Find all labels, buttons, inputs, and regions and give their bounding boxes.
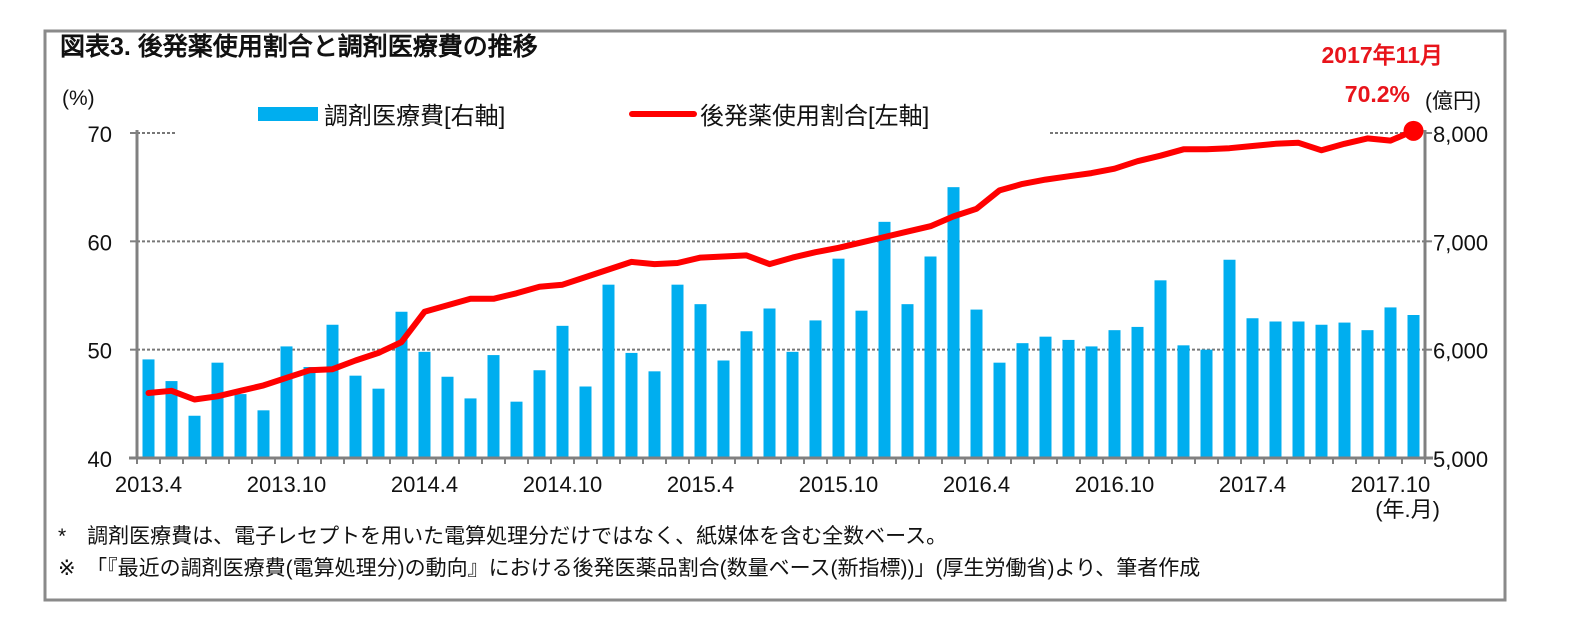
bar [534,370,546,458]
footnote-1: * 調剤医療費は、電子レセプトを用いた電算処理分だけではなく、紙媒体を含む全数ベ… [58,525,947,548]
bar [1086,346,1098,458]
bar [902,304,914,458]
bar [971,310,983,458]
bar [258,410,270,458]
bar [1224,260,1236,458]
legend-line-label: 後発薬使用割合[左軸] [700,103,929,130]
left-tick-label: 50 [88,339,112,364]
bar [189,416,201,458]
bar [1247,318,1259,458]
bar [787,352,799,458]
bar [212,363,224,458]
bar [1178,345,1190,458]
bar [718,361,730,459]
x-axis-unit: (年.月) [1375,497,1440,522]
bar [833,259,845,458]
bar [235,394,247,458]
bar [580,387,592,459]
left-axis-unit: (%) [62,87,95,110]
bar [488,355,500,458]
x-tick-label: 2016.4 [943,472,1010,497]
right-axis-unit: (億円) [1425,90,1481,113]
x-tick-label: 2013.4 [115,472,182,497]
bar [143,359,155,458]
x-tick-label: 2015.10 [799,472,879,497]
bar [695,304,707,458]
bar [1362,330,1374,458]
bar [511,402,523,458]
right-tick-label: 8,000 [1433,122,1488,147]
right-tick-label: 5,000 [1433,447,1488,472]
x-tick-label: 2014.10 [523,472,603,497]
x-tick-label: 2017.10 [1351,472,1431,497]
legend-bar-swatch [258,107,318,121]
bar [327,325,339,458]
bar [810,320,822,458]
x-tick-label: 2014.4 [391,472,458,497]
bar [373,389,385,458]
bar [1155,280,1167,458]
left-tick-label: 60 [88,230,112,255]
bar [557,326,569,458]
bar [1132,327,1144,458]
legend-bar-label: 調剤医療費[右軸] [324,103,505,130]
bar [350,376,362,458]
bar [1270,322,1282,459]
bar [649,371,661,458]
bar [419,352,431,458]
x-tick-label: 2016.10 [1075,472,1155,497]
right-tick-label: 6,000 [1433,339,1488,364]
footnote-2: ※ 「『最近の調剤医療費(電算処理分)の動向』における後発医薬品割合(数量ベース… [58,557,1200,580]
bar [764,309,776,459]
bar [465,398,477,458]
x-tick-label: 2013.10 [247,472,327,497]
bar [304,367,316,458]
bar [1408,315,1420,458]
bar [626,353,638,458]
chart-title: 図表3. 後発薬使用割合と調剤医療費の推移 [60,32,538,61]
bar [672,285,684,458]
bar [1017,343,1029,458]
bar [856,311,868,458]
bar [1201,350,1213,458]
annotation-value: 70.2% [1345,81,1410,107]
bar [1339,323,1351,458]
bar [879,222,891,458]
bar [281,346,293,458]
bar [1063,340,1075,458]
right-tick-label: 7,000 [1433,230,1488,255]
bar [741,331,753,458]
bar [925,257,937,459]
bar [1109,330,1121,458]
latest-point-marker [1404,121,1424,141]
left-tick-label: 70 [88,122,112,147]
bar [948,187,960,458]
bar [1316,325,1328,458]
x-tick-label: 2015.4 [667,472,734,497]
bar [1040,337,1052,458]
bar [603,285,615,458]
bar [1293,322,1305,459]
annotation-date: 2017年11月 [1322,42,1443,68]
left-tick-label: 40 [88,447,112,472]
bar [1385,307,1397,458]
x-tick-label: 2017.4 [1219,472,1286,497]
bar [442,377,454,458]
bar [994,363,1006,458]
